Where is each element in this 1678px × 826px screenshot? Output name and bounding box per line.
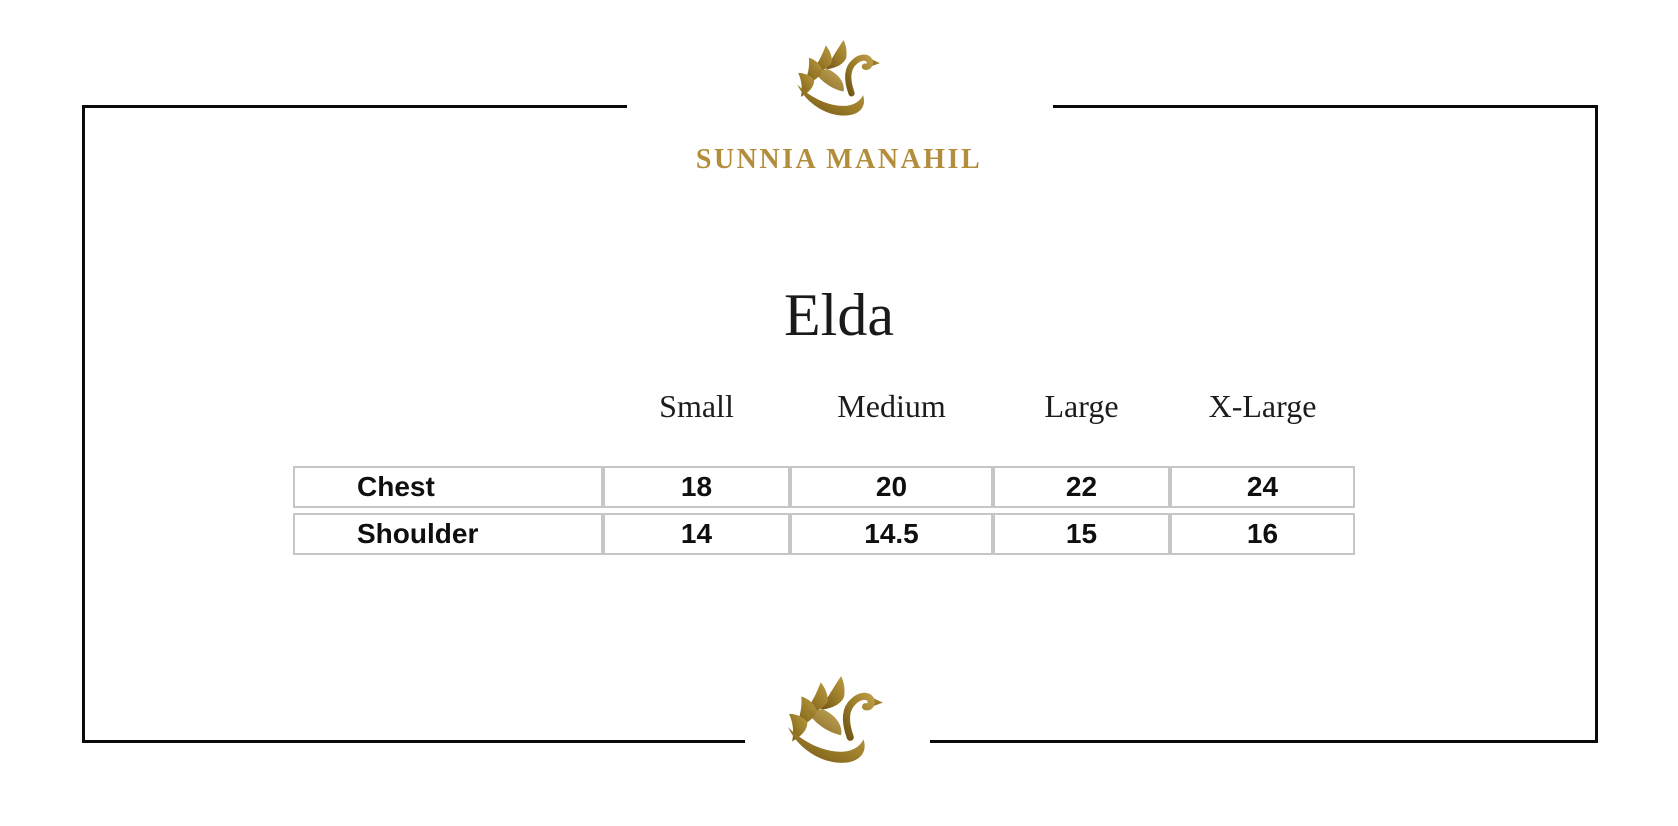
frame-border-right — [1595, 105, 1598, 743]
size-chart-header: Small Medium Large X-Large — [293, 386, 1355, 426]
frame-border-top-left — [82, 105, 627, 108]
column-header-large: Large — [1044, 388, 1119, 424]
swan-logo-icon — [797, 40, 880, 116]
row-label-chest: Chest — [293, 466, 603, 508]
row-label-shoulder: Shoulder — [293, 513, 603, 555]
column-header-xlarge: X-Large — [1208, 388, 1317, 424]
chest-large: 22 — [993, 466, 1170, 508]
column-header-medium: Medium — [837, 388, 946, 424]
size-table: Chest 18 20 22 24 Shoulder 14 14.5 15 16 — [293, 461, 1355, 560]
frame-border-bottom-left — [82, 740, 745, 743]
table-row-chest: Chest 18 20 22 24 — [293, 466, 1355, 508]
shoulder-small: 14 — [603, 513, 790, 555]
header-spacer — [293, 386, 603, 426]
frame-border-left — [82, 105, 85, 743]
frame-border-top-right — [1053, 105, 1598, 108]
chest-medium: 20 — [790, 466, 993, 508]
table-row-shoulder: Shoulder 14 14.5 15 16 — [293, 513, 1355, 555]
column-header-small: Small — [659, 388, 734, 424]
chest-small: 18 — [603, 466, 790, 508]
shoulder-xlarge: 16 — [1170, 513, 1355, 555]
shoulder-large: 15 — [993, 513, 1170, 555]
product-title: Elda — [784, 282, 894, 348]
brand-name: SUNNIA MANAHIL — [695, 144, 983, 175]
shoulder-medium: 14.5 — [790, 513, 993, 555]
chest-xlarge: 24 — [1170, 466, 1355, 508]
swan-logo-icon — [788, 676, 883, 763]
frame-border-bottom-right — [930, 740, 1598, 743]
